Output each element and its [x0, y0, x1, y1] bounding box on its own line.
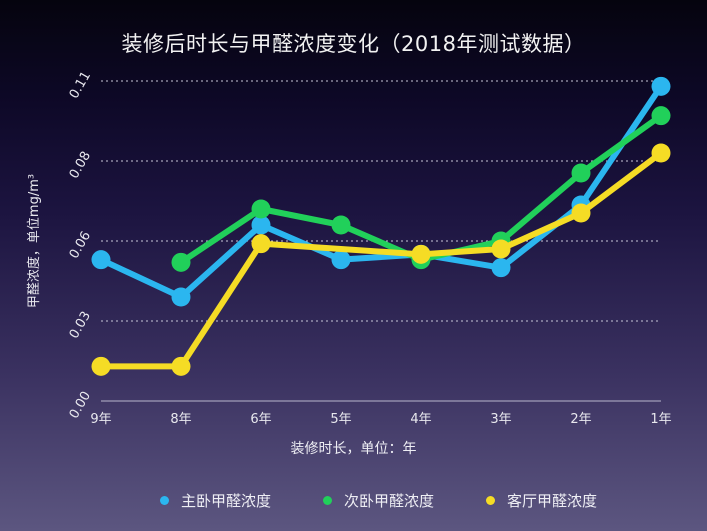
x-axis-label: 装修时长，单位：年 [290, 441, 417, 457]
y-axis-label: 甲醛浓度，单位mg/m³ [26, 174, 42, 308]
data-point[interactable] [331, 215, 351, 235]
legend-label: 客厅甲醛浓度 [507, 492, 598, 510]
y-tick-label: 0.03 [67, 309, 94, 342]
legend-label: 次卧甲醛浓度 [344, 492, 435, 510]
y-tick-label: 0.08 [67, 149, 94, 182]
x-tick-label: 1年 [650, 412, 671, 427]
data-point[interactable] [251, 199, 271, 219]
data-point[interactable] [651, 143, 671, 163]
data-point[interactable] [251, 234, 271, 254]
data-point[interactable] [651, 106, 671, 126]
y-tick-label: 0.11 [67, 69, 94, 102]
data-point[interactable] [571, 163, 591, 183]
x-tick-label: 9年 [90, 412, 111, 427]
data-point[interactable] [331, 250, 351, 270]
legend-marker-icon [160, 496, 169, 505]
data-point[interactable] [171, 356, 191, 376]
legend-marker-icon [486, 496, 496, 505]
x-tick-label: 8年 [170, 412, 191, 427]
legend-item-master-bedroom[interactable]: 主卧甲醛浓度 [160, 490, 271, 511]
series-0 [91, 76, 671, 307]
legend-item-second-bedroom[interactable]: 次卧甲醛浓度 [323, 490, 434, 511]
data-point[interactable] [171, 287, 191, 307]
x-tick-label: 4年 [410, 412, 431, 427]
legend-label: 主卧甲醛浓度 [181, 492, 272, 510]
x-tick-label: 6年 [250, 412, 271, 427]
data-point[interactable] [411, 244, 431, 264]
y-tick-label: 0.06 [67, 229, 94, 262]
legend: 主卧甲醛浓度 次卧甲醛浓度 客厅甲醛浓度 [160, 490, 597, 511]
data-point[interactable] [571, 203, 591, 223]
legend-item-living-room[interactable]: 客厅甲醛浓度 [486, 490, 597, 511]
data-point[interactable] [251, 215, 271, 235]
data-point[interactable] [91, 250, 111, 270]
data-point[interactable] [91, 356, 111, 376]
data-point[interactable] [171, 252, 191, 272]
chart-title: 装修后时长与甲醛浓度变化（2018年测试数据） [121, 32, 586, 56]
x-tick-label: 5年 [330, 412, 351, 427]
x-tick-label: 3年 [490, 412, 511, 427]
x-tick-label: 2年 [570, 412, 591, 427]
legend-marker-icon [323, 496, 333, 505]
data-point[interactable] [491, 239, 511, 259]
series-2 [91, 143, 671, 376]
data-point[interactable] [491, 258, 511, 278]
data-point[interactable] [651, 76, 671, 96]
series-line [99, 84, 664, 300]
